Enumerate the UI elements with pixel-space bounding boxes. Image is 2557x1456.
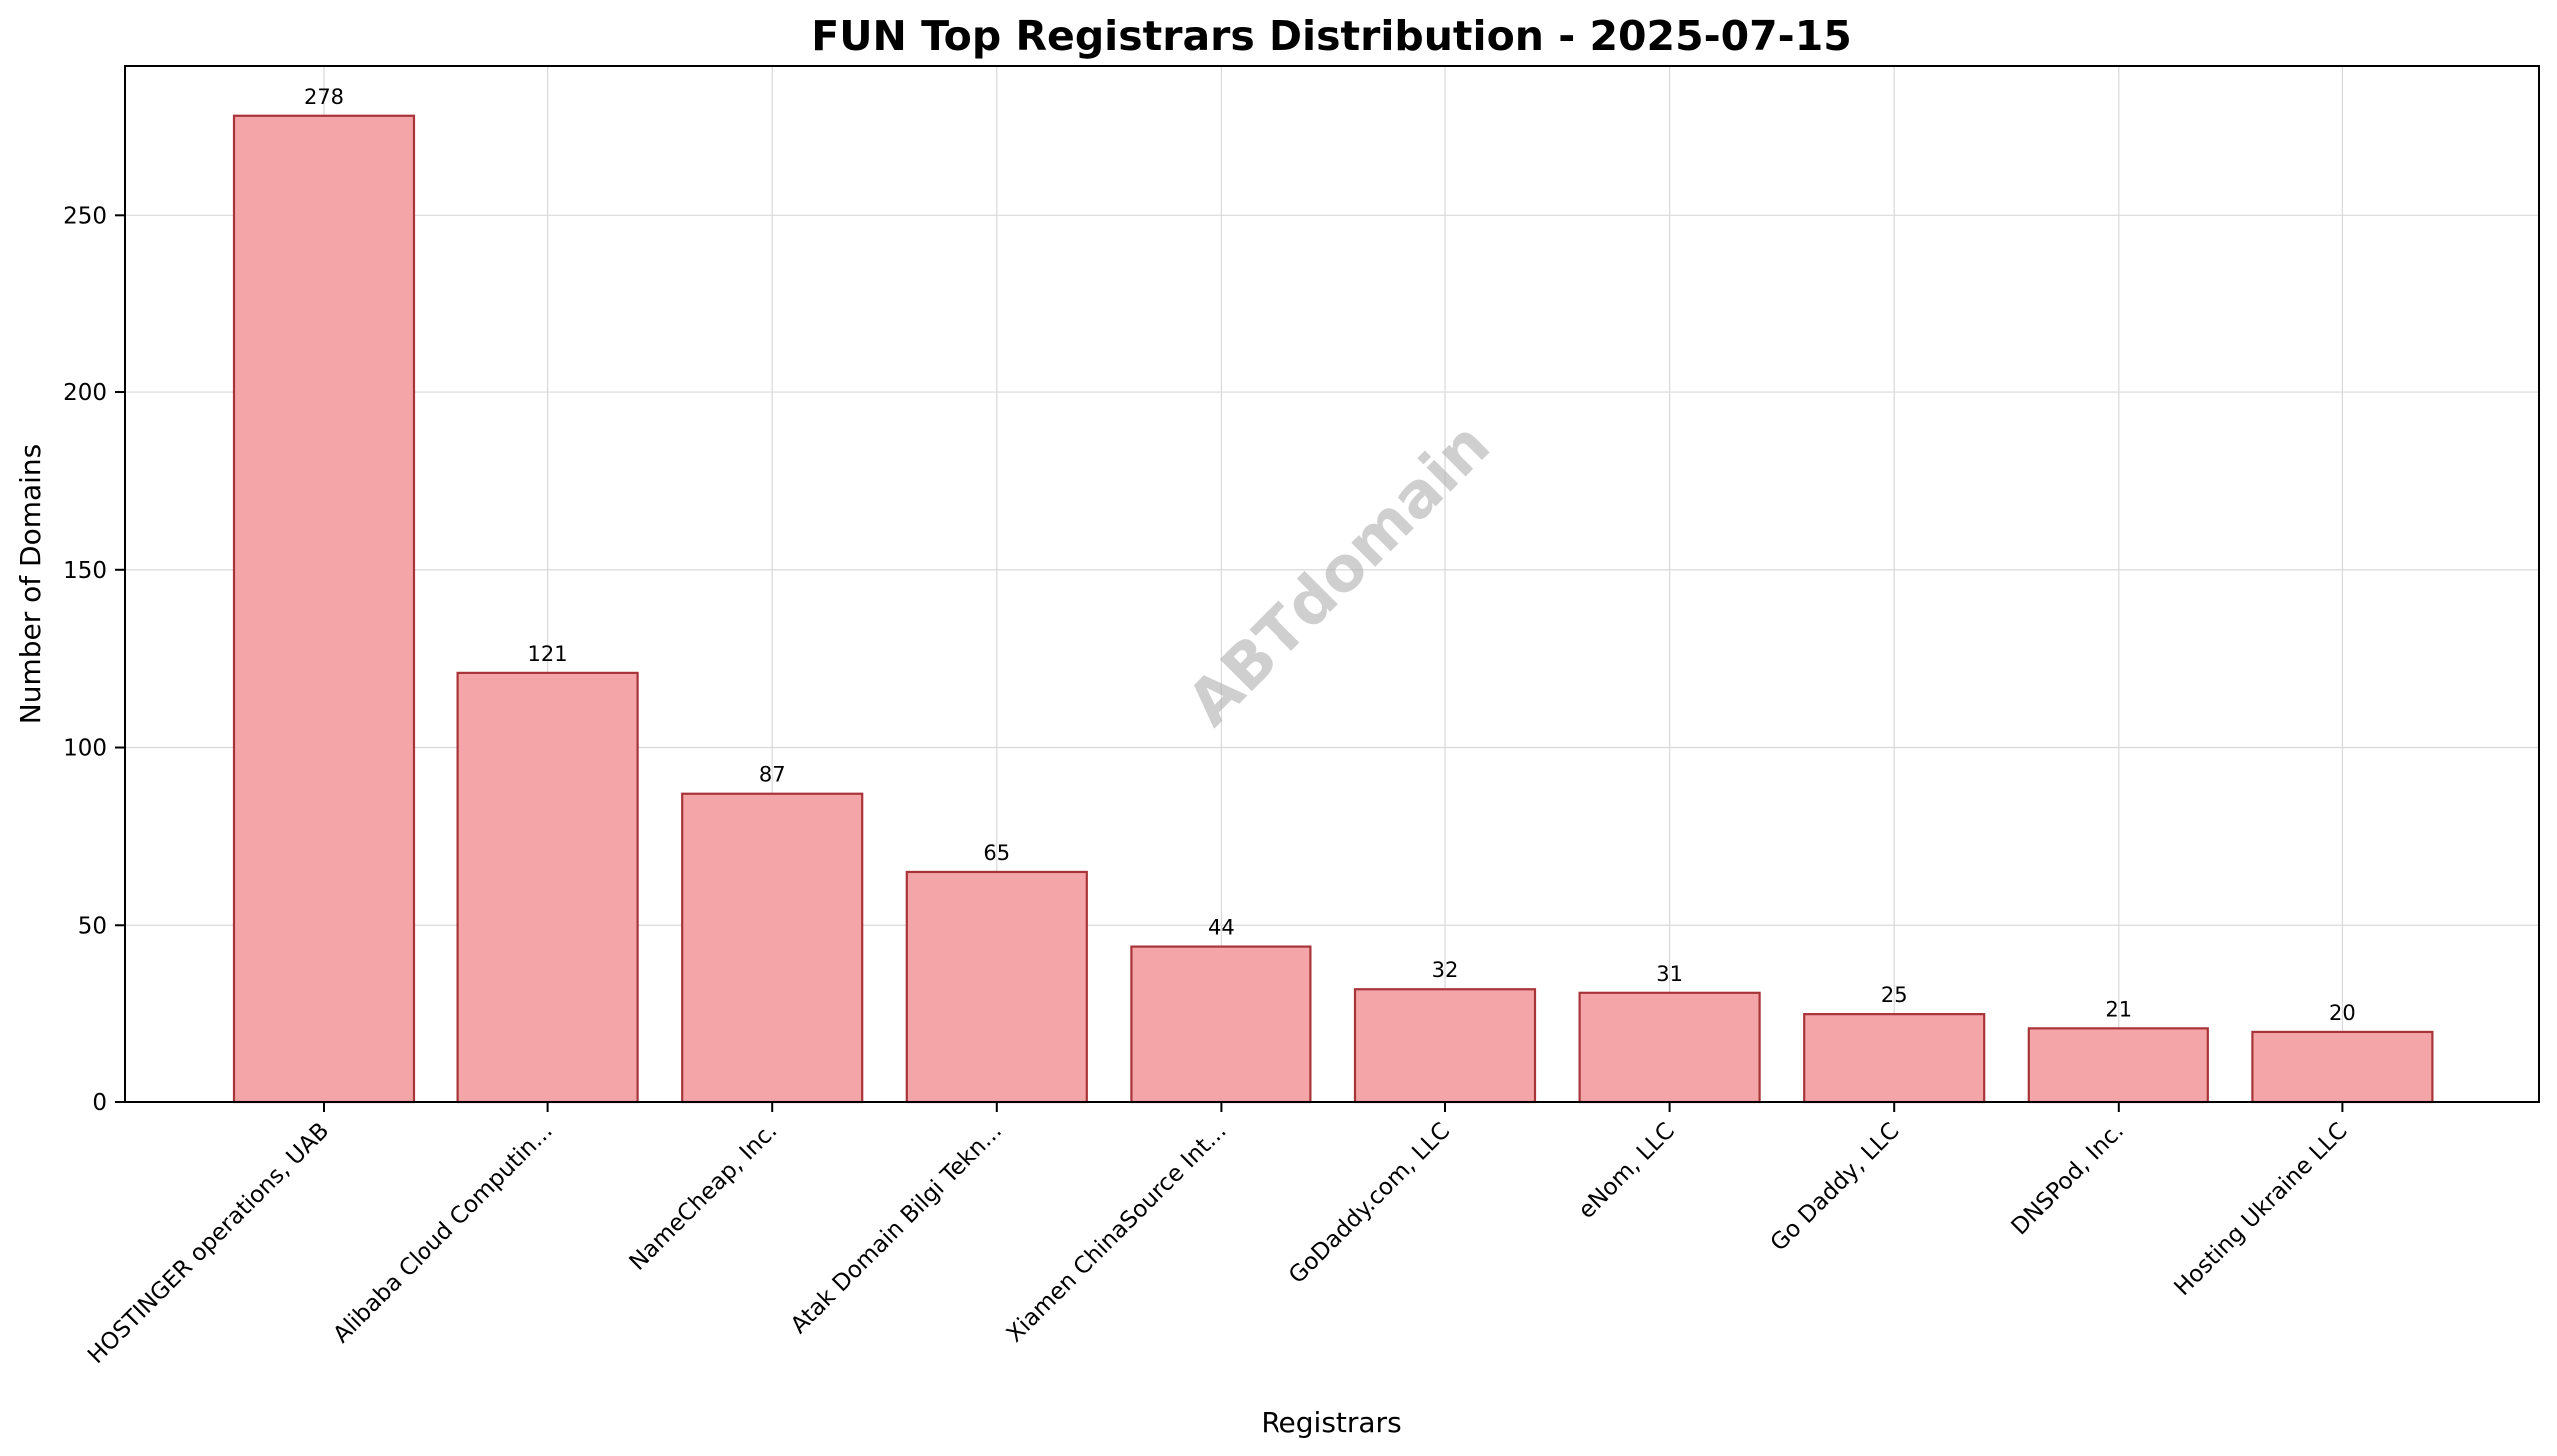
bar-value-label: 25 (1881, 983, 1908, 1007)
plot-frame (124, 65, 2540, 1103)
bar (2027, 1027, 2209, 1104)
x-tick-label: Atak Domain Bilgi Tekn... (786, 1118, 1007, 1339)
x-tick-label: Hosting Ukraine LLC (2169, 1118, 2352, 1301)
x-tick-label: Go Daddy, LLC (1766, 1118, 1905, 1257)
x-tick-label: DNSPod, Inc. (2007, 1118, 2129, 1240)
x-tick-label: GoDaddy.com, LLC (1284, 1118, 1455, 1289)
bar (1803, 1013, 1986, 1104)
bar-value-label: 65 (983, 841, 1010, 865)
data-labels: 278 121 87 65 44 32 31 25 21 20 (304, 85, 2356, 1025)
bar-value-label: 21 (2105, 997, 2131, 1021)
y-axis-ticks: 0 50 100 150 200 250 (63, 203, 125, 1116)
bar (1578, 991, 1761, 1104)
bar-value-label: 32 (1432, 958, 1459, 982)
x-tick-label: HOSTINGER operations, UAB (83, 1118, 334, 1369)
x-tick-label: Xiamen ChinaSource Int... (1002, 1118, 1232, 1348)
bar (232, 114, 416, 1104)
bar-value-label: 121 (528, 642, 568, 666)
bar-value-label: 44 (1208, 916, 1235, 940)
watermark-text: ABTdomain (1173, 408, 1504, 740)
bar (456, 671, 639, 1104)
bar-value-label: 31 (1656, 962, 1683, 986)
x-tick-label: NameCheap, Inc. (625, 1118, 783, 1276)
bar (1130, 945, 1312, 1104)
y-tick-label: 0 (92, 1091, 107, 1116)
y-axis-label: Number of Domains (14, 444, 47, 725)
bar (2251, 1030, 2434, 1104)
x-axis-label: Registrars (1261, 1406, 1401, 1439)
bar-value-label: 278 (304, 85, 344, 109)
bar-value-label: 87 (759, 763, 786, 787)
y-tick-label: 250 (63, 203, 107, 229)
x-tick-label: eNom, LLC (1574, 1118, 1680, 1224)
y-tick-label: 150 (63, 558, 107, 584)
bar (905, 870, 1088, 1104)
chart-title: FUN Top Registrars Distribution - 2025-0… (811, 12, 1852, 60)
y-tick-label: 50 (78, 913, 107, 939)
y-tick-label: 200 (63, 380, 107, 406)
bar (1353, 988, 1537, 1104)
x-tick-label: Alibaba Cloud Computin... (328, 1118, 557, 1348)
bar-value-label: 20 (2329, 1001, 2356, 1025)
y-tick-label: 100 (63, 736, 107, 762)
bar (681, 792, 864, 1104)
bars (232, 114, 2434, 1104)
